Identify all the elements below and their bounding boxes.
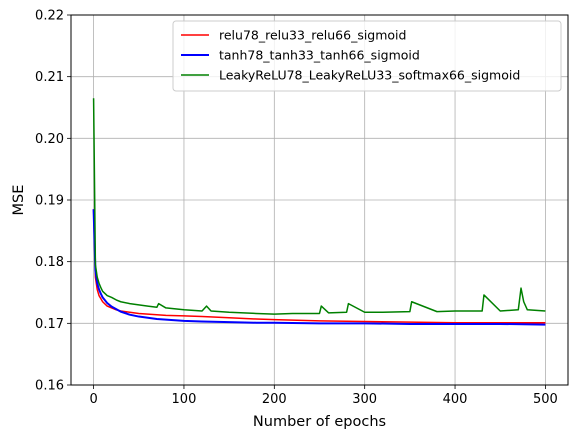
x-tick-label: 200 [262,392,287,407]
x-tick-label: 300 [352,392,377,407]
legend-box [172,20,562,92]
y-tick-label: 0.17 [35,317,64,332]
series-layer [92,98,546,326]
y-tick-label: 0.20 [35,132,64,147]
y-tick-label: 0.21 [35,70,64,85]
y-tick-label: 0.19 [35,194,64,209]
ticks: 0 100 200 300 400 500 0.16 0.17 0.18 0.19 0.20 0.21… [35,9,558,408]
legend-label-leakyrelu: LeakyReLU78_LeakyReLU33_softmax66_sigmoi… [219,68,520,83]
legend-label-tanh: tanh78_tanh33_tanh66_sigmoid [219,48,420,63]
y-tick-label: 0.16 [35,379,64,394]
x-tick-label: 0 [89,392,97,407]
x-tick-label: 500 [533,392,558,407]
legend-label-relu: relu78_relu33_relu66_sigmoid [219,28,406,43]
x-tick-label: 100 [172,392,197,407]
series-line-relu [92,209,546,324]
x-tick-label: 400 [443,392,468,407]
y-tick-label: 0.22 [35,9,64,24]
x-axis-label: Number of epochs [253,414,386,430]
series-line-leakyrelu [92,98,546,315]
y-tick-label: 0.18 [35,255,64,270]
series-line-tanh [92,209,546,326]
legend: relu78_relu33_relu66_sigmoid tanh78_tanh… [172,20,562,92]
y-axis-label: MSE [11,185,27,216]
